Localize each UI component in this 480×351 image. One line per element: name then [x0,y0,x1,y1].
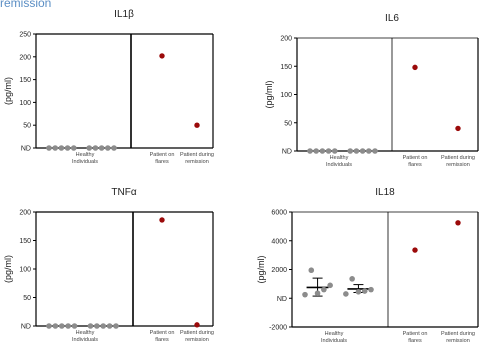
y-tick-label: ND [21,146,31,153]
y-tick-label: 50 [23,295,31,302]
healthy-data-point [302,291,308,298]
panel-title: IL18 [375,187,395,198]
patient-data-point [455,220,461,226]
y-tick-label: 6000 [271,210,287,217]
healthy-data-point [321,286,327,293]
healthy-data-point [105,145,111,151]
panel-title: IL1β [114,9,134,20]
healthy-data-point [361,288,368,294]
panel-title: TNFα [111,187,136,198]
x-category-label: Healthy Individuals [72,330,98,343]
patient-data-point [194,122,200,128]
y-tick-label: ND [282,149,292,156]
healthy-data-point [308,267,315,274]
panel-title: IL6 [385,13,399,24]
patient-data-point [455,125,461,132]
healthy-data-point [353,148,360,154]
healthy-data-point [71,323,78,329]
healthy-data-point [113,323,119,329]
healthy-data-point [70,145,77,151]
healthy-data-point [64,145,71,151]
healthy-data-point [92,145,99,151]
y-tick-label: 100 [19,267,31,274]
x-category-label: Healthy Individuals [326,155,352,168]
x-category-label: Patient on flares [403,331,428,344]
healthy-data-point [98,145,105,151]
healthy-data-point [65,323,71,329]
healthy-data-point [100,323,107,329]
x-category-label: Healthy Individuals [321,331,347,344]
x-category-label: Patient during remission [441,331,475,344]
healthy-data-point [87,323,94,329]
y-tick-label: 2000 [271,267,287,274]
healthy-data-point [46,145,52,151]
healthy-data-point [86,145,93,151]
patient-data-point [412,247,418,253]
y-tick-label: 200 [19,210,31,217]
y-tick-label: 4000 [271,238,287,245]
healthy-data-point [52,323,59,329]
patient-data-point [159,53,165,59]
x-category-label: Patient during remission [441,155,475,168]
healthy-data-point [355,288,362,295]
healthy-data-point [46,323,52,329]
x-category-label: Patient during remission [180,330,214,343]
y-tick-label: 50 [23,123,31,130]
healthy-data-point [307,148,313,154]
y-tick-label: ND [277,296,287,303]
healthy-data-point [314,290,321,297]
y-tick-label: 100 [280,92,292,99]
healthy-data-point [52,145,58,151]
y-axis-label: (pg/ml) [256,255,266,283]
x-category-label: Patient on flares [150,330,175,343]
patient-data-point [159,217,165,223]
healthy-data-point [58,145,65,151]
y-tick-label: 150 [280,64,292,71]
healthy-data-point [372,148,378,154]
healthy-data-point [359,148,366,154]
healthy-data-point [343,291,349,297]
healthy-data-point [368,286,374,293]
y-tick-label: 100 [19,100,31,107]
healthy-data-point [366,148,372,154]
y-axis-label: (pg/ml) [3,255,13,283]
healthy-data-point [325,148,332,154]
patient-data-point [412,64,418,71]
y-axis-label: (pg/ml) [3,77,13,105]
x-category-label: Patient on flares [403,155,428,168]
healthy-data-point [94,323,100,329]
y-tick-label: 150 [19,238,31,245]
healthy-data-point [58,323,65,329]
x-category-label: Patient during remission [180,152,214,165]
y-tick-label: 200 [280,36,292,43]
y-tick-label: 50 [284,120,292,127]
healthy-data-point [327,282,333,289]
figure-top-text: remission [0,0,52,10]
y-tick-label: -2000 [269,325,287,332]
x-category-label: Healthy Individuals [72,152,98,165]
y-axis-label: (pg/ml) [264,80,274,108]
x-category-label: Patient on flares [150,152,175,165]
healthy-data-point [106,323,113,329]
y-tick-label: ND [21,324,31,331]
y-tick-label: 150 [19,77,31,84]
healthy-data-point [347,148,354,154]
healthy-data-point [331,148,338,154]
y-tick-label: 250 [19,32,31,39]
patient-data-point [194,322,200,328]
y-tick-label: 200 [19,54,31,61]
healthy-data-point [349,276,355,282]
healthy-data-point [319,148,326,154]
healthy-data-point [111,145,117,151]
healthy-data-point [313,148,319,154]
